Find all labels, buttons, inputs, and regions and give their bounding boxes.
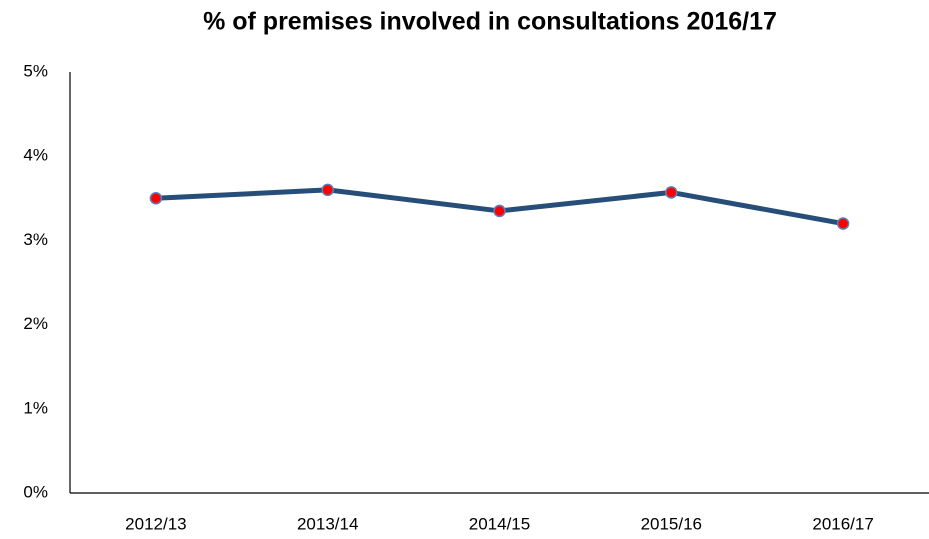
chart-title: % of premises involved in consultations … <box>203 8 777 36</box>
y-tick-label: 0% <box>23 482 48 501</box>
y-tick-label: 1% <box>23 398 48 417</box>
marker <box>321 183 334 197</box>
x-tick-label: 2016/17 <box>812 514 873 533</box>
y-tick-label: 3% <box>23 230 48 249</box>
x-tick-label: 2015/16 <box>641 514 702 533</box>
y-tick-label: 5% <box>23 61 48 80</box>
marker <box>665 186 678 199</box>
x-tick-label: 2013/14 <box>297 514 358 533</box>
x-tick-label: 2012/13 <box>125 514 186 533</box>
x-tick-label: 2014/15 <box>469 514 530 533</box>
marker <box>493 204 506 218</box>
y-tick-label: 2% <box>23 314 48 333</box>
marker <box>149 192 163 205</box>
y-tick-label: 4% <box>23 146 48 165</box>
marker <box>836 217 850 230</box>
